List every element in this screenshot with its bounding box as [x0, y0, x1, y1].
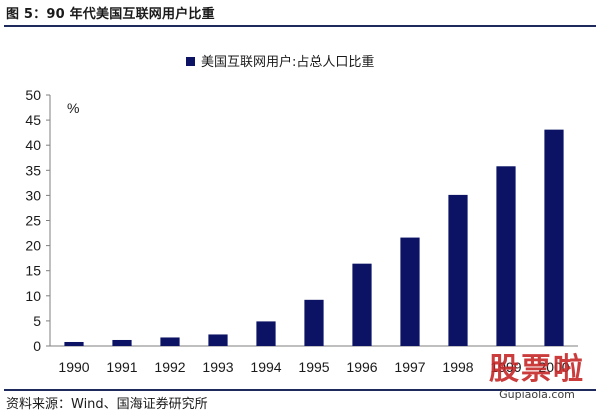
y-tick-label: 0 [33, 338, 41, 354]
y-tick-label: 20 [25, 238, 41, 254]
legend-swatch [186, 57, 195, 66]
bar-2000 [544, 129, 564, 346]
x-tick-label: 1999 [490, 359, 521, 375]
bar-1992 [160, 337, 180, 346]
x-tick-label: 1990 [58, 359, 89, 375]
bar-1995 [304, 299, 324, 346]
x-tick-label: 1993 [202, 359, 233, 375]
bar-1998 [448, 194, 468, 346]
bar-1993 [208, 334, 228, 346]
unit-label: % [67, 100, 79, 116]
bar-1994 [256, 321, 276, 346]
watermark-logo: 股票啦 Gupiaola.com [482, 352, 592, 402]
bar-1997 [400, 237, 420, 346]
bottom-rule [4, 389, 596, 391]
y-tick-label: 25 [25, 213, 41, 229]
bar-1996 [352, 263, 372, 346]
top-rule [4, 25, 596, 27]
y-tick-label: 35 [25, 162, 41, 178]
y-tick-label: 50 [25, 87, 41, 103]
y-tick-label: 10 [25, 288, 41, 304]
x-tick-label: 1998 [442, 359, 473, 375]
x-tick-label: 1995 [298, 359, 329, 375]
y-tick-label: 15 [25, 263, 41, 279]
bar-1991 [112, 339, 132, 346]
figure-title: 图 5：90 年代美国互联网用户比重 [6, 7, 215, 22]
source-note: 资料来源：Wind、国海证券研究所 [6, 397, 208, 412]
x-tick-label: 1997 [394, 359, 425, 375]
y-tick-label: 5 [33, 313, 41, 329]
y-tick-label: 40 [25, 137, 41, 153]
watermark-sub-text: Gupiaola.com [499, 388, 575, 401]
x-tick-label: 2000 [538, 359, 569, 375]
bar-1990 [64, 341, 84, 346]
x-tick-label: 1996 [346, 359, 377, 375]
watermark-main-text: 股票啦 [489, 352, 585, 387]
bar-1999 [496, 166, 516, 346]
legend-label: 美国互联网用户:占总人口比重 [201, 54, 374, 70]
x-tick-label: 1992 [154, 359, 185, 375]
y-tick-label: 45 [25, 112, 41, 128]
x-tick-label: 1994 [250, 359, 281, 375]
x-tick-label: 1991 [106, 359, 137, 375]
y-tick-label: 30 [25, 187, 41, 203]
